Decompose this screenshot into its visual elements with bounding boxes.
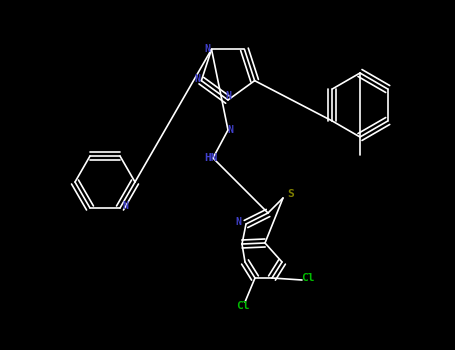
- Text: S: S: [288, 189, 294, 199]
- Text: N: N: [194, 74, 200, 84]
- Text: N: N: [235, 217, 241, 227]
- Text: N: N: [205, 44, 211, 54]
- Text: N: N: [225, 91, 231, 101]
- Text: Cl: Cl: [301, 273, 315, 283]
- Text: N: N: [227, 125, 233, 135]
- Text: Cl: Cl: [236, 301, 250, 311]
- Text: N: N: [122, 201, 128, 211]
- Text: HN: HN: [204, 153, 218, 163]
